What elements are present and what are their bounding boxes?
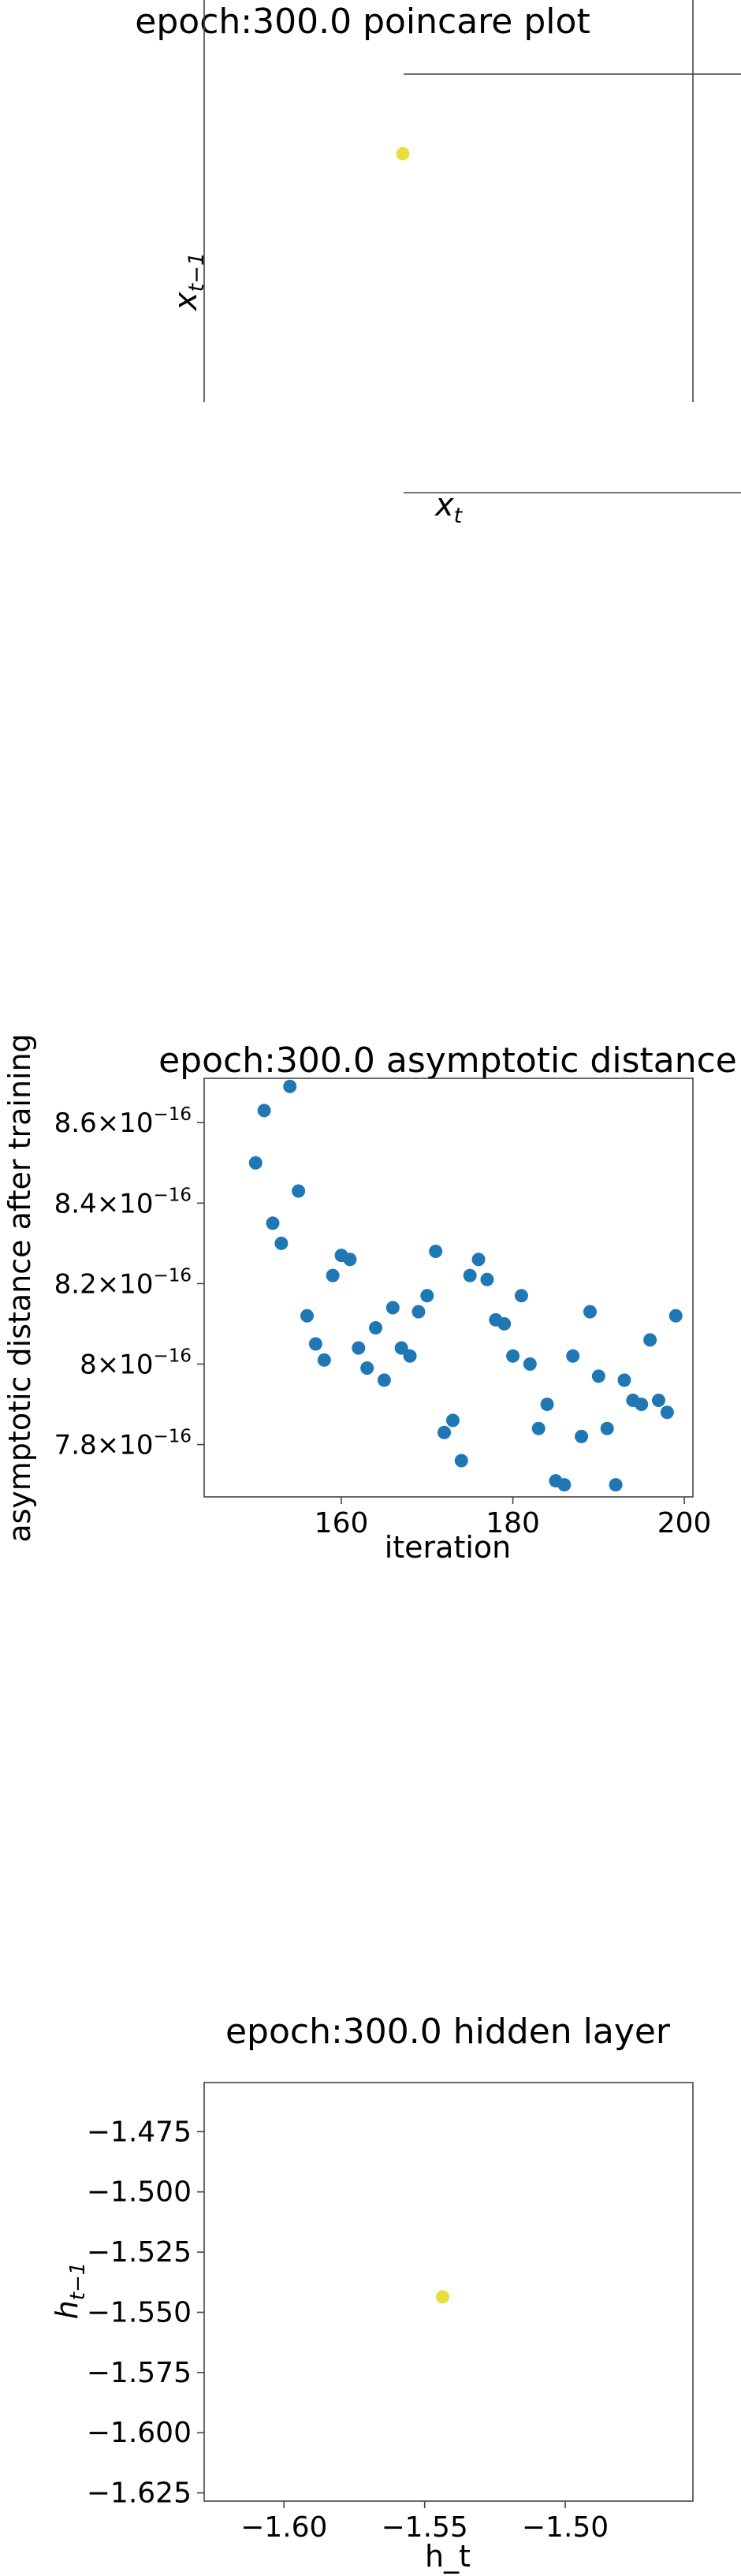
data-point	[377, 1373, 391, 1387]
poincare-ylabel: xt−1	[168, 252, 209, 312]
data-point	[352, 1341, 366, 1355]
asymptotic-distance-chart: epoch:300.0 asymptotic distance 7.8×10−1…	[2, 1033, 737, 1565]
data-point	[411, 1305, 426, 1319]
data-point	[326, 1268, 340, 1282]
data-point	[471, 1253, 486, 1267]
data-point	[635, 1398, 649, 1412]
hidden-layer-ylabel: ht−1	[50, 2262, 90, 2320]
data-point	[308, 1337, 322, 1351]
data-point	[575, 1429, 589, 1443]
data-point	[660, 1405, 674, 1420]
data-point	[394, 1341, 408, 1355]
data-point	[557, 1478, 572, 1492]
data-point	[668, 1308, 683, 1323]
hidden-layer-title: epoch:300.0 hidden layer	[225, 2012, 671, 2052]
data-point	[266, 1216, 280, 1230]
y-tick-label: 8.4×10−16	[54, 1185, 192, 1219]
data-point	[369, 1321, 383, 1335]
data-point	[566, 1349, 580, 1363]
data-point	[445, 1413, 460, 1428]
asymptotic-xlabel: iteration	[385, 1530, 512, 1565]
hidden-layer-y-ticks: −1.625 −1.600 −1.575 −1.550 −1.525 −1.500 −1.4…	[87, 2116, 204, 2510]
data-point	[506, 1349, 520, 1363]
hidden-layer-x-ticks: −1.60 −1.55 −1.50	[240, 2501, 609, 2544]
poincare-data-point	[396, 147, 410, 161]
y-tick-label: −1.500	[87, 2176, 192, 2209]
y-tick-label: 8.2×10−16	[54, 1265, 192, 1300]
data-point	[583, 1305, 597, 1319]
data-point	[480, 1272, 494, 1286]
asymptotic-distance-title: epoch:300.0 asymptotic distance	[158, 1040, 737, 1081]
data-point	[600, 1421, 614, 1435]
data-point	[343, 1253, 357, 1267]
x-tick-label: 180	[486, 1507, 540, 1539]
hidden-layer-chart: epoch:300.0 hidden layer −1.625−1.600−1.…	[50, 2012, 694, 2574]
data-point	[591, 1369, 605, 1383]
hidden-layer-data-points	[436, 2290, 450, 2304]
data-point	[523, 1357, 537, 1372]
data-point	[514, 1289, 528, 1303]
data-point	[420, 1289, 434, 1303]
data-point	[497, 1316, 512, 1331]
x-tick-label: −1.55	[382, 2511, 468, 2544]
asymptotic-ylabel: asymptotic distance after training	[2, 1033, 37, 1543]
data-point	[617, 1373, 631, 1387]
data-point	[463, 1268, 477, 1282]
asymptotic-x-ticks: 160 180 200	[315, 1497, 712, 1539]
y-tick-label: −1.550	[87, 2296, 192, 2328]
data-point	[403, 1349, 417, 1363]
hidden-layer-plot-frame	[203, 2082, 694, 2502]
data-point	[531, 1421, 546, 1435]
data-point	[292, 1184, 306, 1198]
data-point	[300, 1308, 315, 1323]
y-tick-label: 7.8×10−16	[54, 1427, 192, 1461]
data-point	[438, 1425, 452, 1439]
data-point	[651, 1393, 665, 1407]
data-point	[248, 1156, 263, 1170]
x-tick-label: −1.60	[240, 2511, 327, 2544]
y-tick-label: 8.6×10−16	[54, 1104, 192, 1139]
asymptotic-data-points	[248, 1079, 683, 1492]
y-tick-label: 8×10−16	[80, 1346, 192, 1381]
data-point	[317, 1353, 331, 1367]
poincare-plot-title: epoch:300.0 poincare plot	[135, 2, 590, 42]
x-tick-label: 200	[657, 1507, 712, 1539]
data-point	[257, 1104, 271, 1118]
asymptotic-y-ticks: 7.8×10−16 8×10−16 8.2×10−16 8.4×10−16 8.6×10…	[54, 1104, 204, 1461]
data-point	[283, 1079, 297, 1093]
y-tick-label: −1.525	[87, 2236, 192, 2269]
y-tick-label: −1.575	[87, 2357, 192, 2389]
asymptotic-plot-frame	[203, 1078, 694, 1498]
data-point	[360, 1361, 374, 1375]
data-point	[643, 1333, 657, 1347]
data-point	[540, 1398, 554, 1412]
x-tick-label: 160	[315, 1507, 369, 1539]
y-tick-label: −1.475	[87, 2116, 192, 2148]
data-point	[429, 1245, 443, 1259]
data-point	[609, 1478, 623, 1492]
hidden-layer-xlabel: h_t	[425, 2539, 471, 2574]
y-tick-label: −1.600	[87, 2417, 192, 2449]
data-point	[274, 1236, 289, 1250]
data-point	[454, 1454, 468, 1468]
y-tick-label: −1.625	[87, 2477, 192, 2510]
data-point	[385, 1301, 400, 1315]
x-tick-label: −1.50	[522, 2511, 609, 2544]
poincare-plot-chart: epoch:300.0 poincare plot xt−1 xt	[135, 0, 741, 528]
data-point	[436, 2290, 450, 2304]
